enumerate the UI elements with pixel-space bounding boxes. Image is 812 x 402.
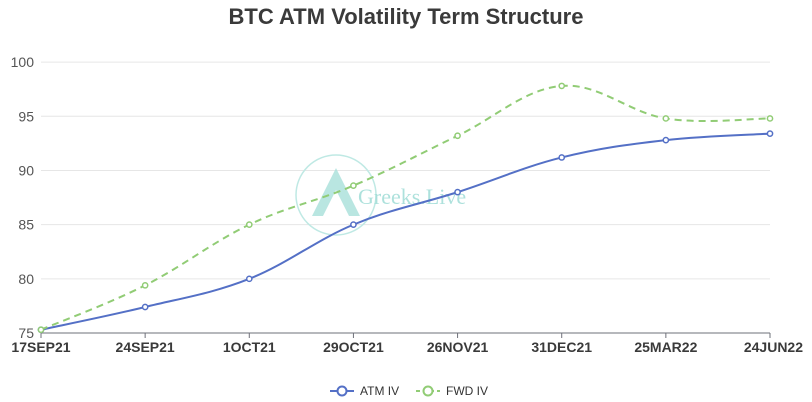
watermark-logo: Greeks.Live: [295, 154, 466, 236]
data-point: [454, 188, 461, 196]
data-point: [37, 326, 45, 334]
legend: ATM IV FWD IV: [330, 384, 488, 398]
legend-marker: [336, 385, 348, 397]
data-point: [662, 115, 670, 122]
series-line-atm-iv: [40, 132, 771, 331]
data-point: [141, 281, 149, 289]
x-tick-label: 25MAR22: [634, 339, 697, 355]
data-point: [245, 275, 253, 283]
x-tick-label: 17SEP21: [11, 339, 70, 355]
data-point: [141, 303, 149, 311]
y-tick-label: 95: [18, 108, 34, 124]
x-tick-label: 24JUN22: [744, 339, 803, 355]
x-axis: 17SEP21 24SEP21 1OCT21 29OCT21 26NOV21 31DEC2…: [11, 332, 803, 355]
legend-label: FWD IV: [446, 384, 488, 398]
x-tick-label: 26NOV21: [427, 339, 489, 355]
x-tick-label: 24SEP21: [116, 339, 175, 355]
y-tick-label: 100: [11, 54, 35, 70]
watermark-circle: [295, 154, 377, 236]
x-tick-label: 1OCT21: [223, 339, 276, 355]
y-tick-label: 75: [18, 325, 34, 341]
legend-label: ATM IV: [360, 384, 399, 398]
data-point: [662, 136, 670, 144]
data-point: [350, 221, 357, 228]
chart-title: BTC ATM Volatility Term Structure: [229, 4, 584, 29]
legend-marker: [422, 385, 434, 397]
data-point: [558, 82, 566, 90]
y-tick-label: 80: [18, 271, 34, 287]
series-line-fwd-iv: [40, 84, 771, 331]
y-axis: 75 80 85 90 95 100: [11, 54, 35, 341]
y-tick-label: 85: [18, 217, 34, 233]
data-point: [245, 221, 253, 228]
data-point: [454, 132, 461, 140]
y-tick-label: 90: [18, 162, 34, 178]
series-group: [37, 82, 774, 334]
grid-lines: [41, 61, 770, 280]
x-tick-label: 31DEC21: [531, 339, 592, 355]
data-point: [558, 154, 566, 161]
data-point: [766, 115, 774, 122]
watermark-triangle-icon: [312, 168, 360, 216]
data-point: [350, 182, 357, 189]
data-point: [766, 130, 774, 137]
x-tick-label: 29OCT21: [323, 339, 384, 355]
